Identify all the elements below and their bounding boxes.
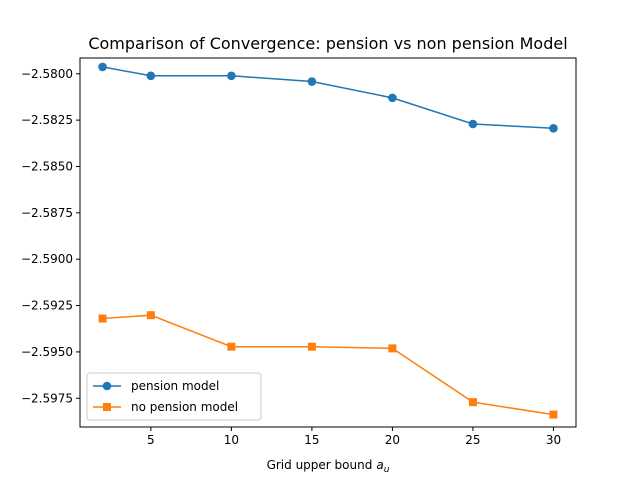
legend-label: pension model (131, 379, 219, 393)
data-point (549, 123, 558, 133)
legend-items: pension model no pension model (93, 379, 238, 414)
legend-box (86, 372, 262, 421)
y-tick-label: −2.5850 (21, 159, 73, 173)
y-tick-label: −2.5900 (21, 252, 73, 266)
data-point (227, 342, 236, 351)
data-point (388, 93, 397, 103)
data-point (549, 410, 558, 419)
legend-item-no-pension-model: no pension model (93, 400, 238, 414)
legend-marker (102, 381, 112, 391)
plot-frame (79, 57, 577, 428)
data-point (307, 77, 317, 86)
series-pension-model (98, 62, 558, 133)
x-tick-label: 5 (147, 433, 155, 447)
y-tick-label: −2.5925 (21, 299, 73, 313)
data-point (227, 71, 236, 81)
y-tick-label: −2.5825 (21, 113, 73, 127)
chart-title: Comparison of Convergence: pension vs no… (88, 34, 567, 53)
y-tick-label: −2.5975 (21, 391, 73, 405)
x-axis-ticks: 5 10 15 20 25 30 (147, 427, 561, 447)
legend: pension model no pension model (86, 372, 262, 421)
x-tick-label: 10 (224, 433, 239, 447)
legend-label: no pension model (131, 400, 238, 414)
series-line-pension-model (102, 66, 554, 130)
data-point (388, 344, 397, 353)
x-axis-label-subscript: u (384, 465, 390, 475)
data-point (307, 342, 316, 351)
data-point (468, 119, 478, 129)
y-axis-ticks: −2.5800 −2.5825 −2.5850 −2.5875 −2.5900 −2.59… (21, 67, 80, 405)
y-tick-label: −2.5800 (21, 67, 73, 81)
data-point (146, 71, 156, 81)
series-layer (98, 62, 558, 419)
x-axis-label: Grid upper bound au (267, 458, 390, 475)
x-tick-label: 20 (385, 433, 400, 447)
data-point (98, 62, 107, 72)
x-tick-label: 25 (465, 433, 480, 447)
data-point (98, 314, 107, 323)
x-axis-label-text: Grid upper bound (267, 458, 373, 472)
x-tick-label: 15 (304, 433, 319, 447)
x-axis-label-symbol: a (376, 458, 383, 472)
y-tick-label: −2.5875 (21, 206, 73, 220)
x-tick-label: 30 (546, 433, 561, 447)
legend-item-pension-model: pension model (93, 379, 219, 393)
data-point (468, 398, 477, 407)
y-tick-label: −2.5950 (21, 345, 73, 359)
legend-marker (103, 403, 111, 411)
series-no-pension-model (98, 311, 558, 419)
data-point (146, 311, 155, 320)
